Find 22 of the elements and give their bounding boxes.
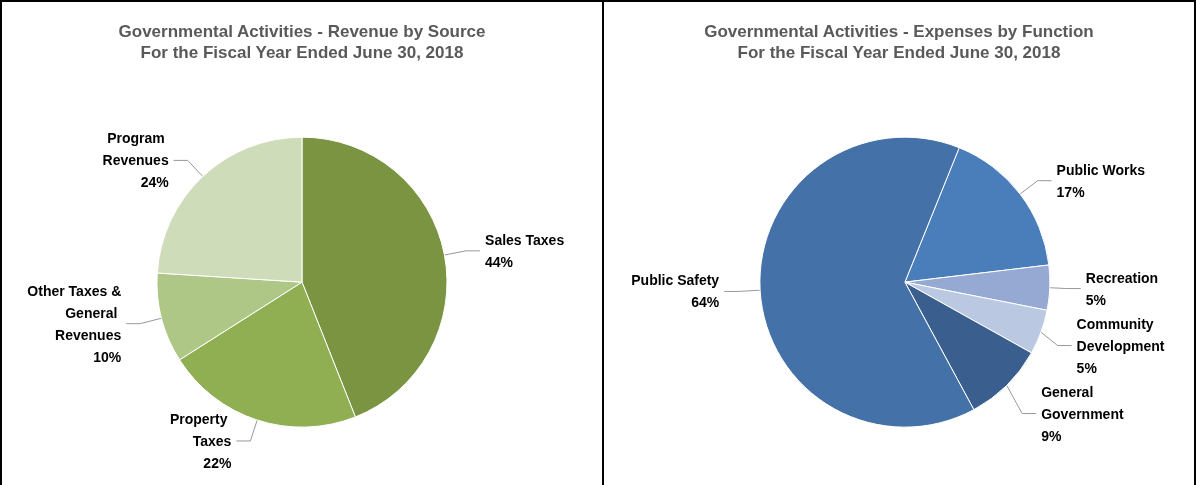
chart-title: Governmental Activities - Revenue by Source bbox=[118, 22, 486, 41]
slice-label: Public Safety bbox=[631, 272, 720, 289]
slice-label: Other Taxes & General Revenues bbox=[27, 282, 122, 343]
slice-label: General Government bbox=[1041, 383, 1124, 422]
data-label: 24% bbox=[140, 174, 170, 191]
slice-label: Recreation bbox=[1085, 269, 1159, 286]
data-label: 64% bbox=[691, 294, 720, 311]
data-label: 9% bbox=[1041, 427, 1062, 444]
slice-label: Property Taxes bbox=[169, 410, 232, 449]
data-label: 10% bbox=[93, 348, 122, 365]
chart-subtitle: For the Fiscal Year Ended June 30, 2018 bbox=[737, 43, 1061, 62]
slice-label: Public Works bbox=[1056, 161, 1146, 178]
data-label: 17% bbox=[1056, 183, 1086, 200]
slice-label: Sales Taxes bbox=[485, 231, 565, 248]
data-label: 22% bbox=[203, 454, 232, 471]
slice-label: Program Revenues bbox=[102, 130, 169, 169]
data-label: 44% bbox=[485, 253, 514, 270]
data-label: 5% bbox=[1076, 359, 1098, 376]
chart-subtitle: For the Fiscal Year Ended June 30, 2018 bbox=[140, 43, 464, 62]
data-label: 5% bbox=[1085, 291, 1107, 308]
slice-label: Community Development bbox=[1076, 315, 1165, 354]
chart-title: Governmental Activities - Expenses by Function bbox=[704, 22, 1094, 41]
